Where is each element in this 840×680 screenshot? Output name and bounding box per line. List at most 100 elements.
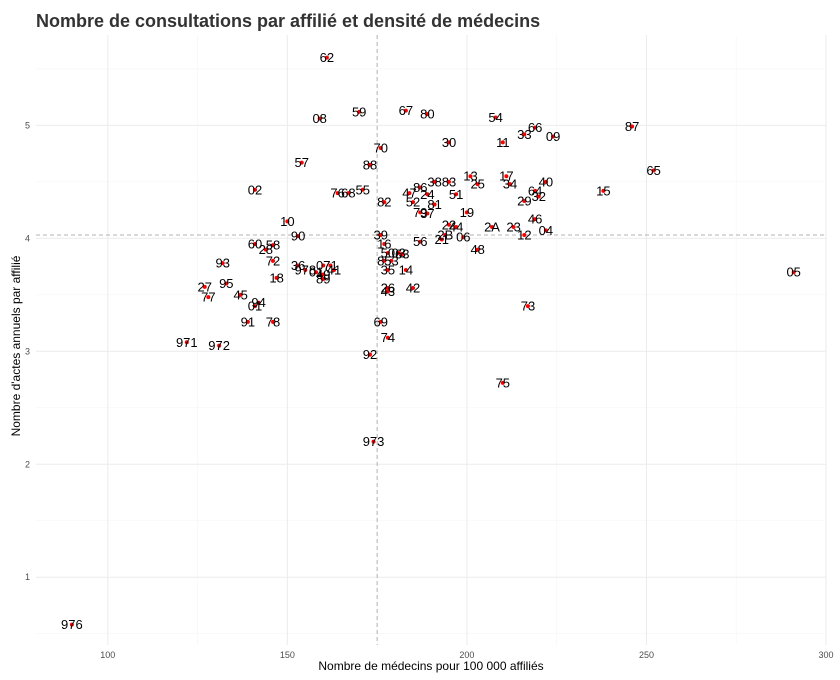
data-point (245, 319, 250, 324)
point-label: 65 (646, 163, 660, 178)
point-label: 72 (266, 253, 280, 268)
point-label: 29 (517, 194, 531, 209)
point-label: 93 (215, 256, 229, 271)
point-label: 41 (327, 262, 341, 277)
point-label: 66 (528, 120, 542, 135)
data-point (543, 179, 548, 184)
point-label: 07 (316, 258, 330, 273)
data-point (385, 335, 390, 340)
data-point (533, 188, 538, 193)
point-label: 88 (363, 157, 377, 172)
data-point (385, 267, 390, 272)
point-label: 2B (437, 227, 453, 242)
data-point (464, 210, 469, 215)
point-label: 17 (499, 169, 513, 184)
data-point (551, 134, 556, 139)
point-label: 64 (528, 183, 542, 198)
data-point (285, 219, 290, 224)
data-point (296, 234, 301, 239)
point-label: 94 (251, 295, 265, 310)
data-point (418, 185, 423, 190)
y-tick-label: 1 (25, 572, 30, 582)
data-point (389, 258, 394, 263)
data-point (217, 343, 222, 348)
data-point (378, 145, 383, 150)
point-label: 05 (786, 265, 800, 280)
x-tick-label: 150 (280, 650, 295, 660)
data-point (184, 340, 189, 345)
data-point (418, 210, 423, 215)
data-point (378, 319, 383, 324)
point-label: 03 (391, 246, 405, 261)
point-label: 32 (531, 189, 545, 204)
data-point (446, 179, 451, 184)
point-label: 16 (377, 236, 391, 251)
point-label: 973 (363, 434, 385, 449)
data-point (411, 286, 416, 291)
point-label: 86 (413, 180, 427, 195)
point-label: 62 (320, 50, 334, 65)
point-label: 77 (201, 290, 215, 305)
point-label: 34 (503, 177, 517, 192)
x-tick-label: 250 (639, 650, 654, 660)
data-point (411, 200, 416, 205)
point-label: 78 (266, 314, 280, 329)
data-point (299, 160, 304, 165)
data-point (303, 267, 308, 272)
point-label: 67 (399, 103, 413, 118)
data-point (418, 239, 423, 244)
data-point (69, 622, 74, 627)
point-label: 95 (219, 276, 233, 291)
point-label: 04 (539, 223, 553, 238)
data-point (271, 319, 275, 324)
point-label: 44 (449, 220, 463, 235)
data-point (407, 191, 412, 196)
point-label: 15 (596, 183, 610, 198)
point-label: 63 (395, 247, 409, 262)
point-label: 13 (463, 169, 477, 184)
point-label: 46 (528, 212, 542, 227)
data-point (475, 247, 480, 252)
data-point (385, 286, 390, 291)
data-point (500, 380, 505, 385)
point-label: 02 (248, 182, 262, 197)
point-label: 39 (373, 227, 387, 242)
point-label: 82 (377, 195, 391, 210)
point-label: 09 (546, 129, 560, 144)
point-label: 69 (373, 314, 387, 329)
data-point (253, 241, 258, 246)
x-axis-label: Nombre de médecins pour 100 000 affiliés (318, 659, 543, 673)
point-label: 42 (406, 281, 420, 296)
point-label: 06 (456, 230, 470, 245)
data-point (274, 275, 279, 280)
point-label: 52 (406, 195, 420, 210)
data-point (490, 225, 495, 230)
point-label: 75 (496, 375, 510, 390)
point-label: 18 (269, 270, 283, 285)
point-label: 10 (280, 214, 294, 229)
point-label: 08 (312, 111, 326, 126)
data-point (403, 108, 408, 113)
data-point (504, 174, 509, 179)
point-label: 976 (61, 617, 83, 632)
data-point (791, 270, 796, 275)
data-point (425, 192, 430, 197)
y-axis-label: Nombre d'actes annuels par affilié (9, 255, 23, 436)
point-label: 22 (442, 217, 456, 232)
point-label: 27 (198, 279, 212, 294)
data-point (328, 263, 333, 268)
data-point (224, 281, 229, 286)
data-point (256, 300, 261, 305)
data-point (357, 109, 362, 114)
y-tick-label: 2 (25, 459, 30, 469)
data-point (385, 251, 390, 256)
point-label: 23 (506, 220, 520, 235)
data-point (253, 187, 258, 192)
point-label: 59 (352, 104, 366, 119)
data-point (432, 179, 437, 184)
point-label: 48 (470, 242, 484, 257)
data-point (651, 168, 656, 173)
point-label: 37 (420, 206, 434, 221)
